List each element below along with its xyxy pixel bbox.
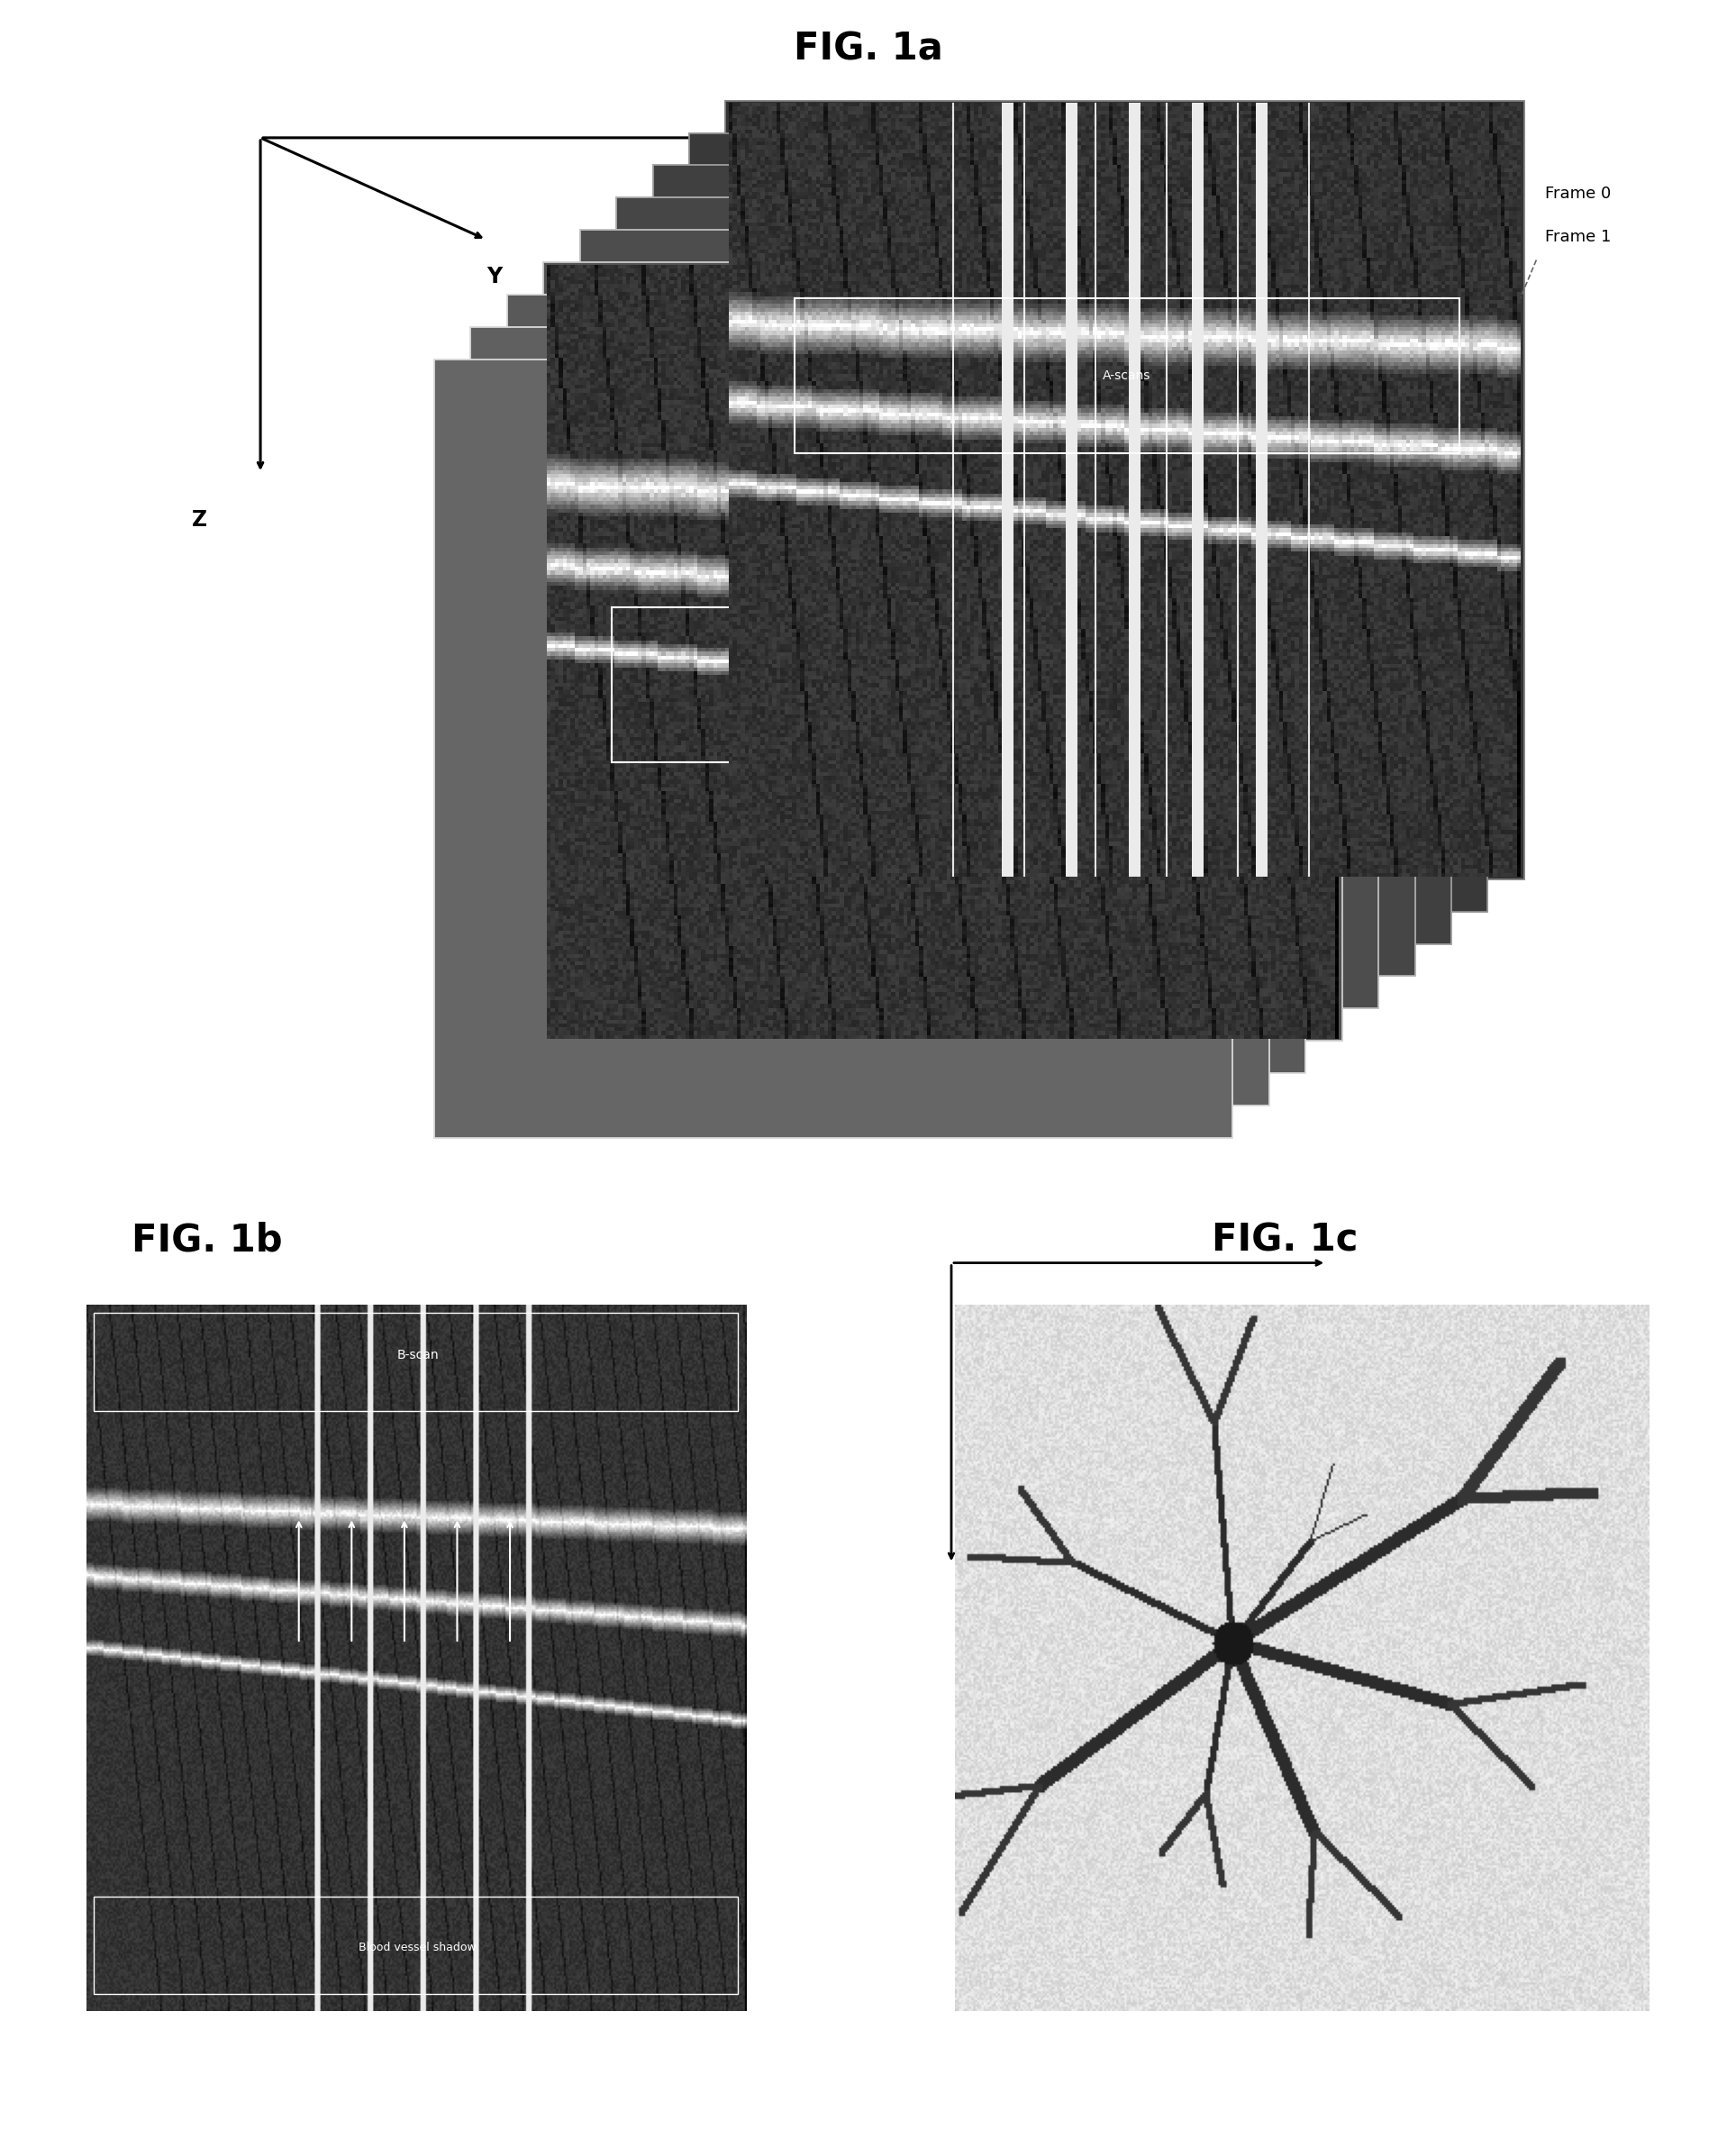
- Bar: [608, 543, 1278, 697]
- Text: B-scan: B-scan: [396, 1350, 439, 1363]
- Bar: [613, 607, 1278, 761]
- Bar: [543, 263, 1342, 1042]
- Bar: [689, 133, 1488, 911]
- Text: FIG. 1a: FIG. 1a: [793, 30, 943, 68]
- Bar: [653, 165, 1451, 943]
- Text: Z: Z: [193, 509, 207, 530]
- Bar: [94, 1313, 738, 1412]
- Bar: [94, 1897, 738, 1994]
- Bar: [616, 197, 1415, 975]
- Text: B-scan: B-scan: [915, 612, 970, 629]
- Bar: [726, 101, 1524, 879]
- Text: X: X: [877, 126, 892, 148]
- Text: Frame 1: Frame 1: [1545, 229, 1611, 246]
- Text: A-scans: A-scans: [1094, 599, 1156, 614]
- Text: Frame N: Frame N: [1325, 798, 1392, 813]
- Text: A-scans: A-scans: [1102, 370, 1151, 383]
- Text: Frame 0: Frame 0: [1545, 186, 1611, 203]
- Bar: [790, 528, 1460, 684]
- Bar: [507, 295, 1305, 1074]
- Bar: [470, 327, 1269, 1106]
- Text: Y: Y: [488, 265, 502, 287]
- Text: FIG. 1c: FIG. 1c: [1212, 1221, 1358, 1260]
- Text: Blood vessel shadow: Blood vessel shadow: [359, 1942, 476, 1953]
- Text: B-scan: B-scan: [924, 678, 965, 691]
- Bar: [580, 231, 1378, 1010]
- Text: FIG. 1b: FIG. 1b: [132, 1221, 281, 1260]
- Bar: [434, 359, 1233, 1138]
- Bar: [795, 299, 1460, 453]
